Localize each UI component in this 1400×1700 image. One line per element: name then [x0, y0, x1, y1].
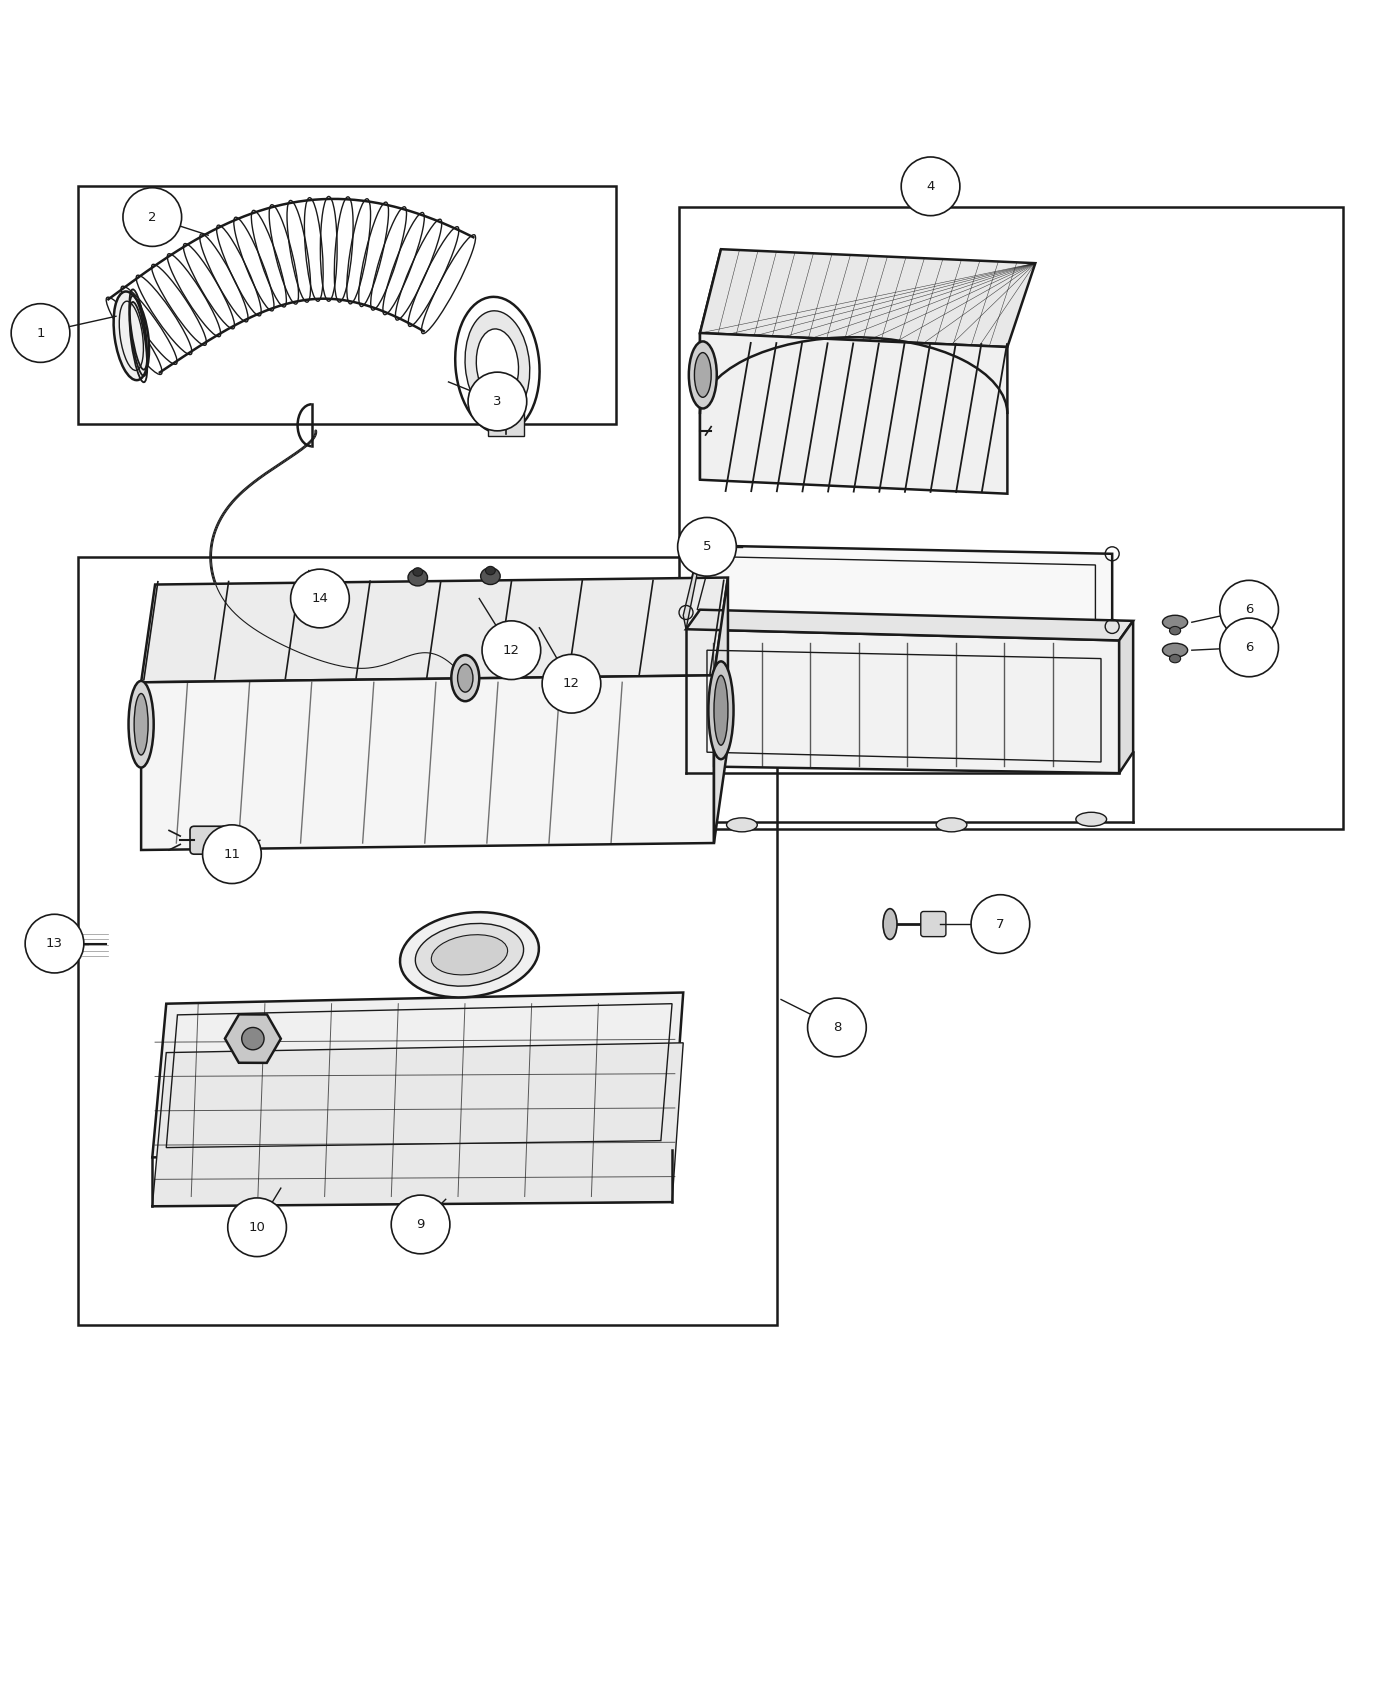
Circle shape	[482, 620, 540, 680]
Ellipse shape	[689, 342, 717, 408]
Text: 14: 14	[312, 592, 329, 605]
Ellipse shape	[400, 913, 539, 998]
Text: 2: 2	[148, 211, 157, 224]
FancyBboxPatch shape	[487, 411, 524, 437]
Text: 9: 9	[416, 1217, 424, 1231]
Ellipse shape	[134, 694, 148, 755]
Circle shape	[542, 654, 601, 712]
Text: 5: 5	[703, 541, 711, 552]
Text: 13: 13	[46, 937, 63, 950]
Text: 10: 10	[249, 1221, 266, 1234]
Text: 8: 8	[833, 1022, 841, 1034]
Ellipse shape	[129, 682, 154, 768]
Ellipse shape	[416, 923, 524, 986]
Circle shape	[391, 1195, 449, 1255]
FancyBboxPatch shape	[921, 911, 946, 937]
Text: 6: 6	[1245, 641, 1253, 654]
Circle shape	[11, 304, 70, 362]
Polygon shape	[153, 1042, 683, 1207]
Ellipse shape	[451, 654, 479, 700]
Circle shape	[242, 1027, 265, 1051]
Text: 4: 4	[927, 180, 935, 192]
Circle shape	[25, 915, 84, 972]
FancyBboxPatch shape	[190, 826, 230, 853]
Circle shape	[203, 824, 262, 884]
Polygon shape	[141, 675, 714, 850]
Bar	[78, 187, 616, 423]
Polygon shape	[714, 578, 728, 843]
Polygon shape	[700, 250, 721, 479]
Ellipse shape	[714, 675, 728, 745]
Ellipse shape	[1075, 813, 1106, 826]
Ellipse shape	[455, 298, 539, 434]
Circle shape	[1219, 580, 1278, 639]
Ellipse shape	[69, 932, 83, 955]
Ellipse shape	[694, 352, 711, 398]
Polygon shape	[700, 333, 1008, 493]
Polygon shape	[686, 629, 1119, 774]
Circle shape	[808, 998, 867, 1057]
Ellipse shape	[727, 818, 757, 831]
Text: 3: 3	[493, 394, 501, 408]
Ellipse shape	[113, 291, 148, 381]
Polygon shape	[153, 993, 683, 1158]
Ellipse shape	[1162, 643, 1187, 658]
Circle shape	[228, 1198, 287, 1256]
Polygon shape	[1119, 620, 1133, 774]
Ellipse shape	[476, 328, 518, 401]
Ellipse shape	[708, 661, 734, 760]
Text: 1: 1	[36, 326, 45, 340]
Ellipse shape	[465, 311, 529, 420]
Circle shape	[291, 570, 349, 627]
Text: 11: 11	[224, 848, 241, 860]
Text: 12: 12	[563, 677, 580, 690]
Ellipse shape	[480, 568, 500, 585]
Polygon shape	[683, 546, 700, 629]
Circle shape	[902, 156, 960, 216]
Ellipse shape	[431, 935, 508, 974]
Ellipse shape	[883, 910, 897, 940]
Circle shape	[678, 517, 736, 576]
Bar	[679, 207, 1343, 830]
Circle shape	[1219, 619, 1278, 677]
Polygon shape	[141, 578, 728, 682]
Ellipse shape	[1162, 615, 1187, 629]
Bar	[78, 556, 777, 1324]
Polygon shape	[700, 250, 1036, 347]
Ellipse shape	[1169, 626, 1180, 634]
Ellipse shape	[413, 568, 423, 576]
Circle shape	[972, 894, 1030, 954]
Polygon shape	[683, 546, 1112, 626]
Ellipse shape	[1169, 654, 1180, 663]
Ellipse shape	[407, 570, 427, 586]
Text: 7: 7	[997, 918, 1005, 930]
Polygon shape	[686, 610, 1133, 641]
Text: 12: 12	[503, 644, 519, 656]
Text: 6: 6	[1245, 604, 1253, 615]
Ellipse shape	[458, 665, 473, 692]
Circle shape	[468, 372, 526, 430]
Ellipse shape	[486, 566, 496, 575]
Ellipse shape	[937, 818, 967, 831]
Circle shape	[123, 187, 182, 246]
